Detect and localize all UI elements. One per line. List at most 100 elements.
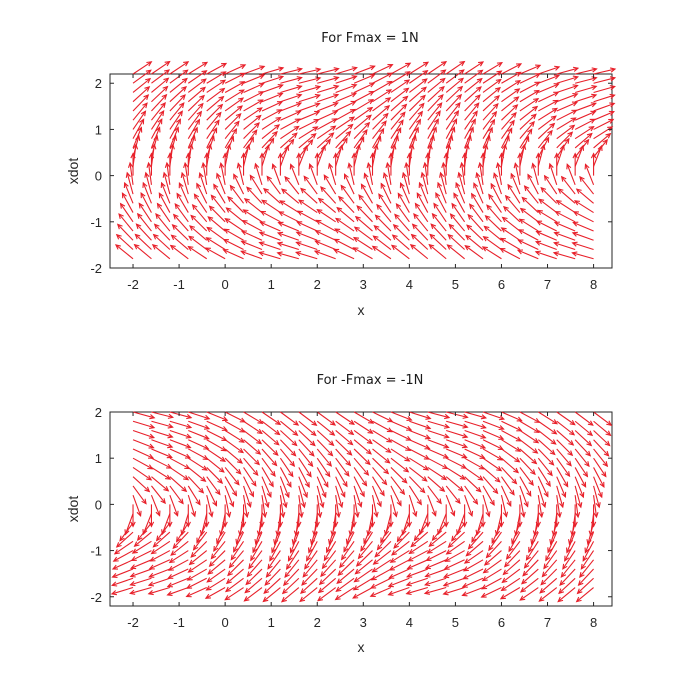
field-arrow (316, 420, 336, 436)
x-tick-label: 5 (452, 277, 459, 292)
field-arrow (146, 161, 152, 185)
field-arrow (287, 541, 300, 562)
field-arrow (219, 162, 226, 185)
field-arrow (335, 495, 341, 519)
field-arrow (298, 495, 304, 519)
field-arrow (335, 66, 358, 75)
field-arrow (427, 126, 437, 149)
field-arrow (372, 105, 391, 121)
field-arrow (132, 476, 151, 493)
field-arrow (562, 550, 576, 570)
field-arrow (455, 181, 466, 204)
field-arrow (224, 457, 242, 475)
field-arrow (575, 587, 594, 603)
field-arrow (130, 550, 152, 562)
field-arrow (574, 430, 593, 447)
field-arrow (525, 541, 539, 561)
field-arrow (132, 466, 153, 481)
field-arrow (539, 577, 558, 594)
field-arrow (439, 171, 447, 195)
field-arrow (406, 559, 429, 570)
field-arrow (501, 111, 517, 130)
field-arrow (556, 84, 579, 93)
x-axis-label: x (358, 639, 365, 655)
x-tick-label: 7 (544, 615, 551, 630)
field-arrow (519, 113, 537, 130)
field-arrow (261, 457, 276, 477)
field-arrow (391, 540, 410, 556)
field-arrow (259, 210, 281, 223)
field-arrow (262, 587, 281, 603)
field-arrow (132, 77, 152, 93)
field-arrow (279, 495, 286, 519)
field-arrow (267, 550, 281, 570)
field-arrow (224, 439, 245, 454)
field-arrow (462, 568, 484, 580)
field-arrow (261, 448, 278, 467)
field-arrow (443, 559, 465, 570)
field-arrow (442, 586, 465, 596)
field-arrow (261, 137, 275, 158)
field-arrow (187, 245, 208, 260)
field-arrow (206, 495, 214, 518)
field-arrow (501, 88, 521, 103)
field-arrow (378, 193, 392, 213)
field-arrow (151, 69, 171, 84)
field-arrow (557, 188, 576, 204)
field-arrow (300, 187, 318, 204)
field-arrow (282, 568, 300, 587)
field-arrow (390, 467, 408, 484)
field-arrow (169, 110, 183, 130)
field-arrow (243, 197, 263, 214)
field-arrow (243, 107, 263, 121)
field-arrow (374, 214, 392, 232)
field-arrow (482, 467, 501, 483)
field-arrow (206, 127, 218, 149)
field-arrow (538, 587, 558, 602)
field-arrow (556, 476, 567, 499)
field-arrow (370, 577, 392, 589)
field-arrow (344, 173, 355, 195)
field-arrow (206, 111, 222, 130)
field-arrow (593, 118, 615, 130)
field-arrow (334, 217, 355, 232)
field-arrow (317, 75, 340, 84)
field-arrow (169, 61, 190, 75)
field-arrow (124, 513, 134, 536)
field-arrow (541, 559, 558, 578)
field-arrow (151, 466, 172, 480)
field-arrow (185, 504, 191, 528)
field-arrow (464, 69, 484, 84)
field-arrow (302, 559, 318, 578)
field-arrow (426, 540, 447, 554)
field-arrow (519, 439, 539, 454)
field-arrow (316, 138, 331, 158)
field-arrow (353, 467, 368, 487)
field-arrow (160, 181, 171, 204)
field-arrow (317, 577, 337, 594)
field-arrow (408, 118, 422, 139)
field-arrow (336, 206, 355, 223)
x-tick-label: -2 (127, 615, 139, 630)
field-arrow (408, 485, 422, 506)
field-arrow (243, 587, 263, 602)
y-tick-label: -1 (90, 544, 102, 559)
field-arrow (131, 540, 152, 554)
field-arrow (240, 250, 263, 260)
field-arrow (574, 439, 592, 457)
y-tick-label: -2 (90, 590, 102, 605)
field-arrow (353, 114, 372, 130)
field-arrow (317, 93, 340, 103)
field-arrow (481, 246, 502, 260)
field-arrow (353, 99, 375, 112)
field-arrow (480, 577, 502, 590)
field-arrow (391, 234, 410, 250)
field-arrow (593, 448, 609, 468)
field-arrow (574, 138, 590, 158)
field-arrow (437, 513, 447, 536)
field-arrow (187, 559, 208, 573)
field-arrow (213, 183, 226, 204)
field-arrow (575, 188, 594, 204)
field-arrow (187, 118, 201, 139)
field-arrow (429, 233, 447, 250)
